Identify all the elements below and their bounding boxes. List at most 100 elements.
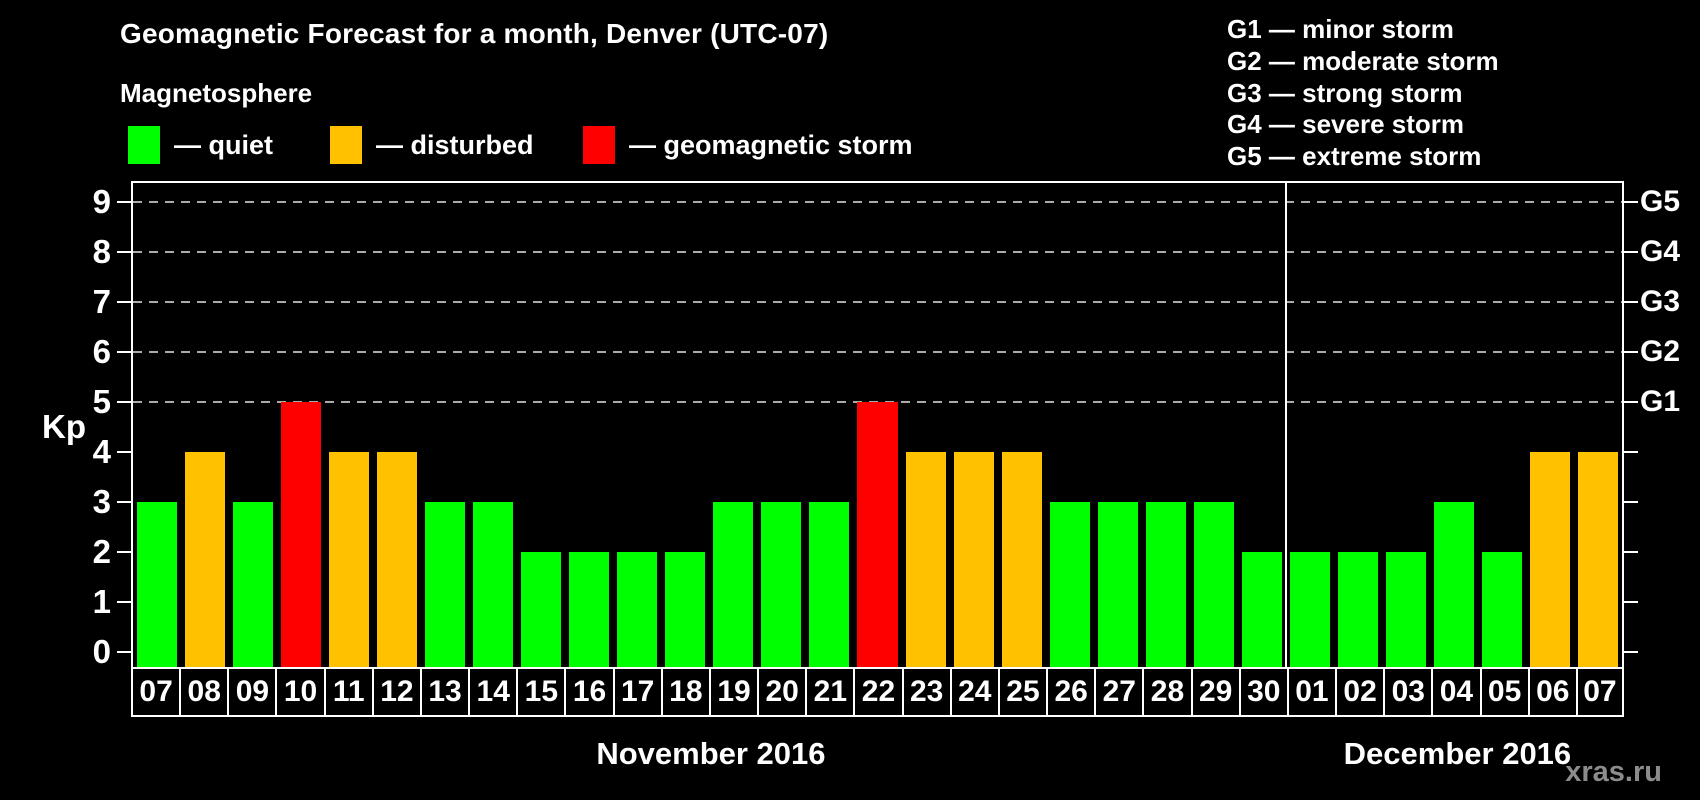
bar <box>1577 452 1618 667</box>
bar <box>281 402 322 667</box>
g-scale-legend: G1 — minor storm G2 — moderate storm G3 … <box>1227 14 1499 173</box>
watermark: xras.ru <box>1565 756 1662 788</box>
bar <box>1241 552 1282 667</box>
x-axis-day-label: 09 <box>227 667 278 717</box>
legend-swatch-storm <box>583 126 615 164</box>
month-label: November 2016 <box>596 736 826 771</box>
x-axis-day-label: 05 <box>1479 667 1530 717</box>
bar <box>1529 452 1570 667</box>
bar <box>521 552 562 667</box>
x-axis-day-label: 13 <box>419 667 471 717</box>
bar <box>1145 502 1186 667</box>
y-axis-tick-label: 3 <box>92 483 111 520</box>
g-legend-line-g3: G3 — strong storm <box>1227 77 1463 108</box>
y-axis-tick-label: 5 <box>92 383 111 420</box>
g-axis-label-g3: G3 <box>1640 285 1681 318</box>
x-axis-day-label: 07 <box>131 667 182 717</box>
right-axis-tick <box>1622 551 1638 553</box>
y-axis-tick-label: 9 <box>92 183 111 220</box>
y-axis-tick <box>117 651 133 653</box>
y-axis-tick <box>117 251 133 253</box>
x-axis-day-labels: 07 08 09 10 11 12 13 14 15 16 17 18 19 20 21 22 23 24 25 26… <box>131 667 1624 717</box>
legend-swatch-disturbed <box>330 126 362 164</box>
gridline-g4 <box>133 251 1622 253</box>
plot-area: 0 1 2 3 4 5 6 7 8 9 G5 G4 G3 G2 G1 <box>93 181 1680 670</box>
right-axis-tick <box>1622 601 1638 603</box>
bar <box>905 452 946 667</box>
x-axis-day-label: 28 <box>1142 667 1193 717</box>
bar <box>1097 502 1138 667</box>
right-axis-tick <box>1622 501 1638 503</box>
x-axis-day-label: 07 <box>1575 667 1624 717</box>
y-axis-tick-label: 4 <box>92 433 111 470</box>
x-axis-day-label: 27 <box>1094 667 1145 717</box>
x-axis-day-label: 26 <box>1046 667 1097 717</box>
y-axis-tick <box>117 201 133 203</box>
legend-item-storm: — geomagnetic storm <box>583 126 913 164</box>
x-axis-day-label: 15 <box>516 667 567 717</box>
bar <box>377 452 418 667</box>
y-axis-tick <box>117 301 133 303</box>
bar <box>1001 452 1042 667</box>
x-axis-day-label: 12 <box>371 667 422 717</box>
x-axis-day-label: 16 <box>564 667 615 717</box>
legend-label-storm: — geomagnetic storm <box>629 129 913 160</box>
bar <box>1433 502 1474 667</box>
bar <box>665 552 706 667</box>
gridline-g5 <box>133 201 1622 203</box>
y-axis-tick <box>117 351 133 353</box>
g-axis-label-g4: G4 <box>1640 235 1681 268</box>
x-axis-day-label: 03 <box>1383 667 1434 717</box>
x-axis-day-label: 01 <box>1286 667 1338 717</box>
bar <box>425 502 466 667</box>
g-axis-label-g5: G5 <box>1640 185 1681 218</box>
bar <box>137 502 178 667</box>
g-legend-line-g4: G4 — severe storm <box>1227 109 1465 140</box>
legend-label-quiet: — quiet <box>174 129 273 160</box>
x-axis-day-label: 17 <box>612 667 663 717</box>
x-axis-day-label: 22 <box>853 667 904 717</box>
bar <box>809 502 850 667</box>
x-axis-day-label: 30 <box>1238 667 1289 717</box>
bar <box>857 402 898 667</box>
x-axis-day-label: 14 <box>468 667 519 717</box>
y-axis-tick-label: 8 <box>92 233 111 270</box>
y-axis-tick-label: 6 <box>92 333 111 370</box>
right-axis-tick <box>1622 301 1638 303</box>
bar <box>761 502 802 667</box>
x-axis-day-label: 04 <box>1431 667 1482 717</box>
y-axis-tick <box>117 451 133 453</box>
y-axis-tick-label: 7 <box>92 283 111 320</box>
bar <box>329 452 370 667</box>
gridline-g3 <box>133 301 1622 303</box>
legend-label-disturbed: — disturbed <box>376 129 534 160</box>
y-axis-tick-label: 0 <box>92 633 111 670</box>
right-axis-tick <box>1622 401 1638 403</box>
bar <box>185 452 226 667</box>
y-axis-tick <box>117 551 133 553</box>
right-axis-tick <box>1622 651 1638 653</box>
right-axis-tick <box>1622 251 1638 253</box>
y-axis-tick-label: 1 <box>92 583 111 620</box>
g-axis-label-g1: G1 <box>1640 385 1681 418</box>
magnetosphere-subtitle: Magnetosphere <box>120 78 313 108</box>
x-axis-day-label: 18 <box>660 667 711 717</box>
right-axis-tick <box>1622 201 1638 203</box>
y-axis-tick <box>117 601 133 603</box>
gridline-g2 <box>133 351 1622 353</box>
bar <box>953 452 994 667</box>
month-separator-line <box>1284 183 1287 667</box>
right-axis-tick <box>1622 351 1638 353</box>
bar <box>473 502 514 667</box>
y-axis-tick <box>117 501 133 503</box>
x-axis-day-label: 11 <box>323 667 374 717</box>
bar <box>1049 502 1090 667</box>
x-axis-day-label: 06 <box>1527 667 1578 717</box>
month-label: December 2016 <box>1343 736 1572 771</box>
bar <box>233 502 274 667</box>
x-axis-day-label: 19 <box>708 667 760 717</box>
bar <box>1481 552 1522 667</box>
y-axis-title: Kp <box>42 408 86 445</box>
x-axis-day-label: 08 <box>179 667 230 717</box>
